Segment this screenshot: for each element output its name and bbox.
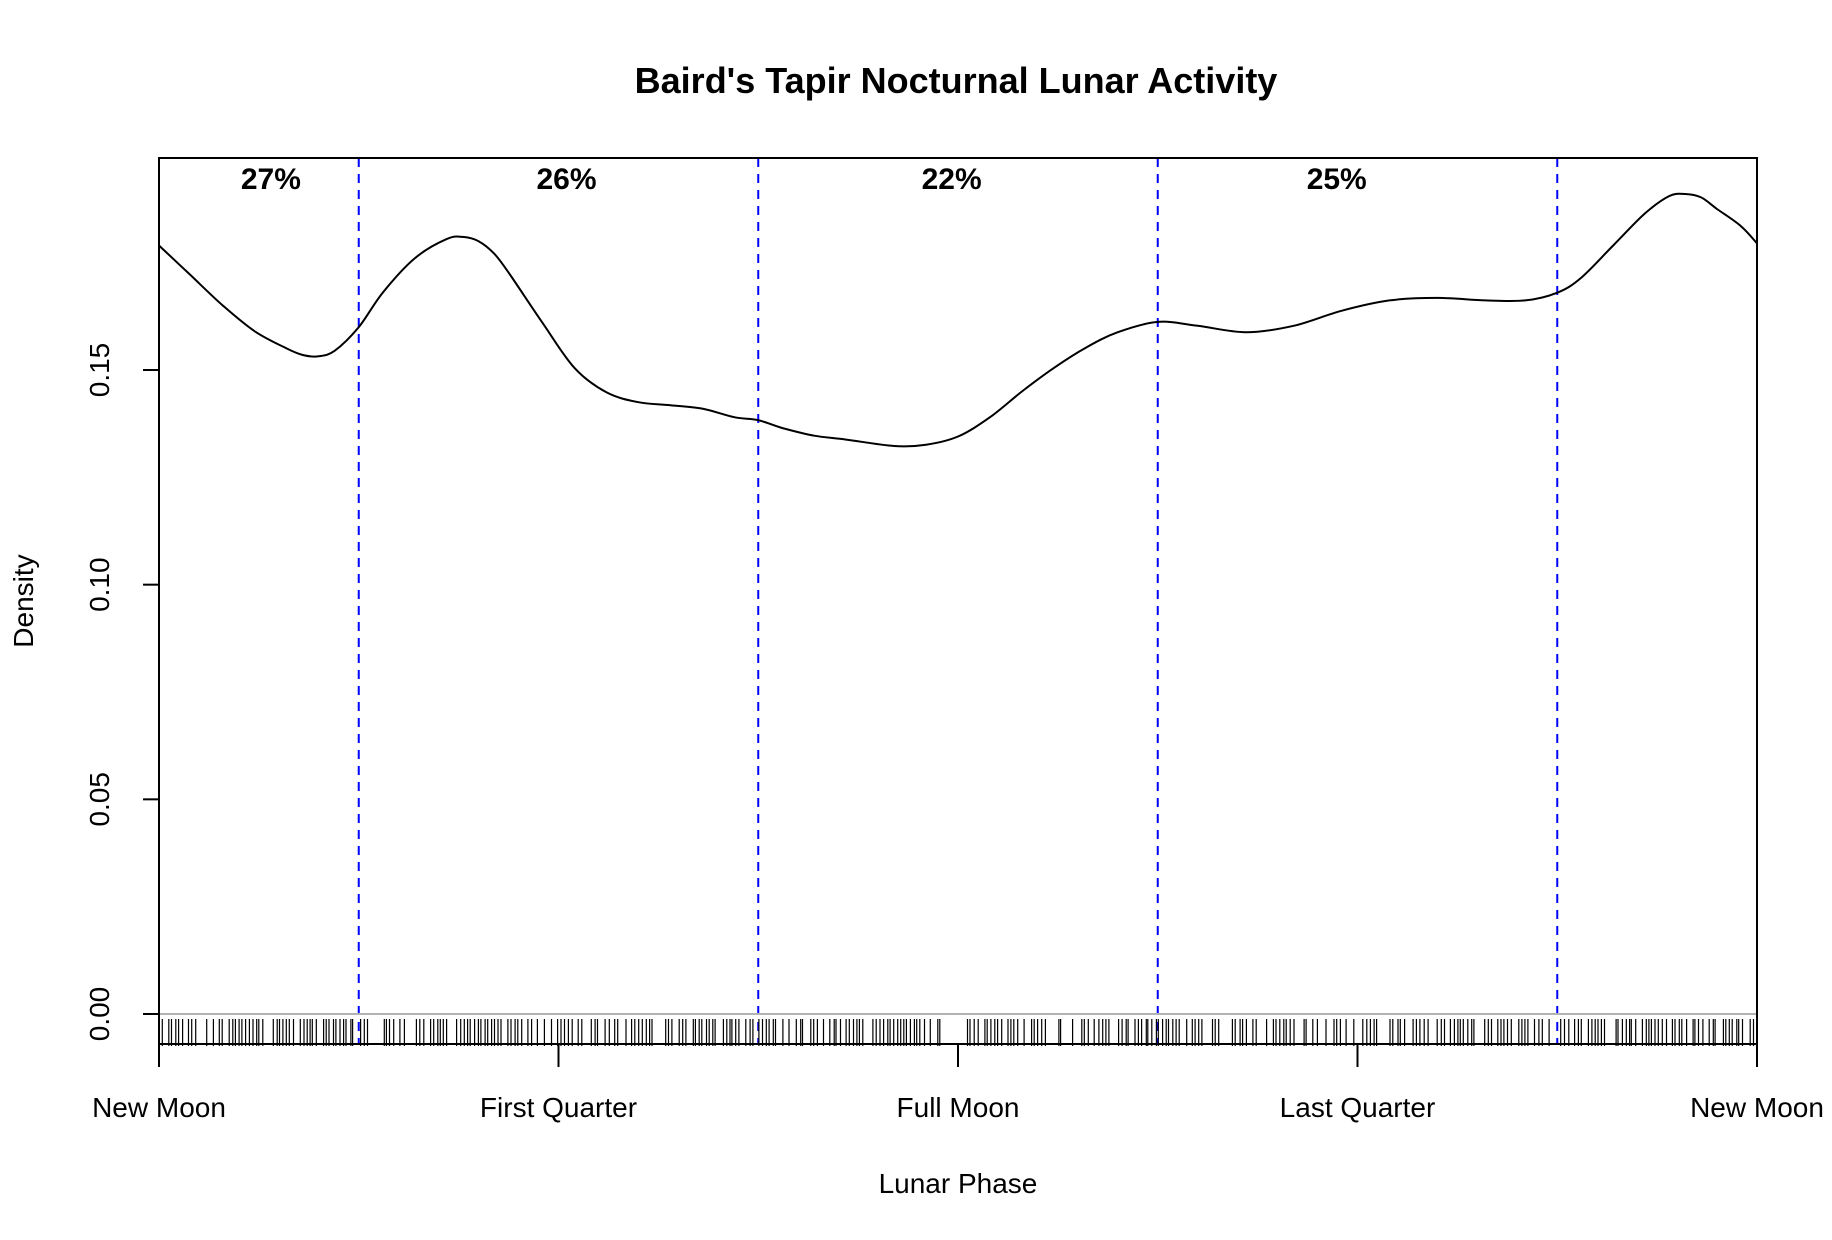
rug-ticks — [161, 1019, 1758, 1046]
period-percent-label: 22% — [922, 163, 982, 196]
period-percent-label: 25% — [1307, 163, 1367, 196]
y-axis: 0.00 0.05 0.10 0.15 — [84, 343, 160, 1042]
x-tick-label: New Moon — [1690, 1092, 1824, 1123]
y-axis-title: Density — [8, 554, 39, 647]
x-tick-label: First Quarter — [480, 1092, 637, 1123]
y-tick-label: 0.05 — [84, 772, 115, 827]
x-tick-label: Last Quarter — [1280, 1092, 1436, 1123]
period-percent-label: 26% — [536, 163, 596, 196]
period-percent-labels: 27% 26% 22% 25% — [241, 163, 1367, 196]
x-tick-label: Full Moon — [897, 1092, 1020, 1123]
x-axis: New Moon First Quarter Full Moon Last Quart… — [92, 1043, 1824, 1123]
observation-rug — [161, 1019, 1758, 1046]
y-tick-label: 0.00 — [84, 987, 115, 1042]
plot-area: 27% 26% 22% 25% — [158, 157, 1758, 1046]
chart-title: Baird's Tapir Nocturnal Lunar Activity — [635, 60, 1278, 101]
plot-frame — [158, 157, 1758, 1045]
density-curve — [158, 192, 1758, 448]
density-curve-layer — [158, 192, 1758, 448]
y-tick-label: 0.15 — [84, 343, 115, 398]
period-dividers — [357, 158, 1559, 1044]
x-axis-title: Lunar Phase — [879, 1168, 1038, 1199]
period-percent-label: 27% — [241, 163, 301, 196]
y-tick-label: 0.10 — [84, 557, 115, 612]
x-tick-label: New Moon — [92, 1092, 226, 1123]
